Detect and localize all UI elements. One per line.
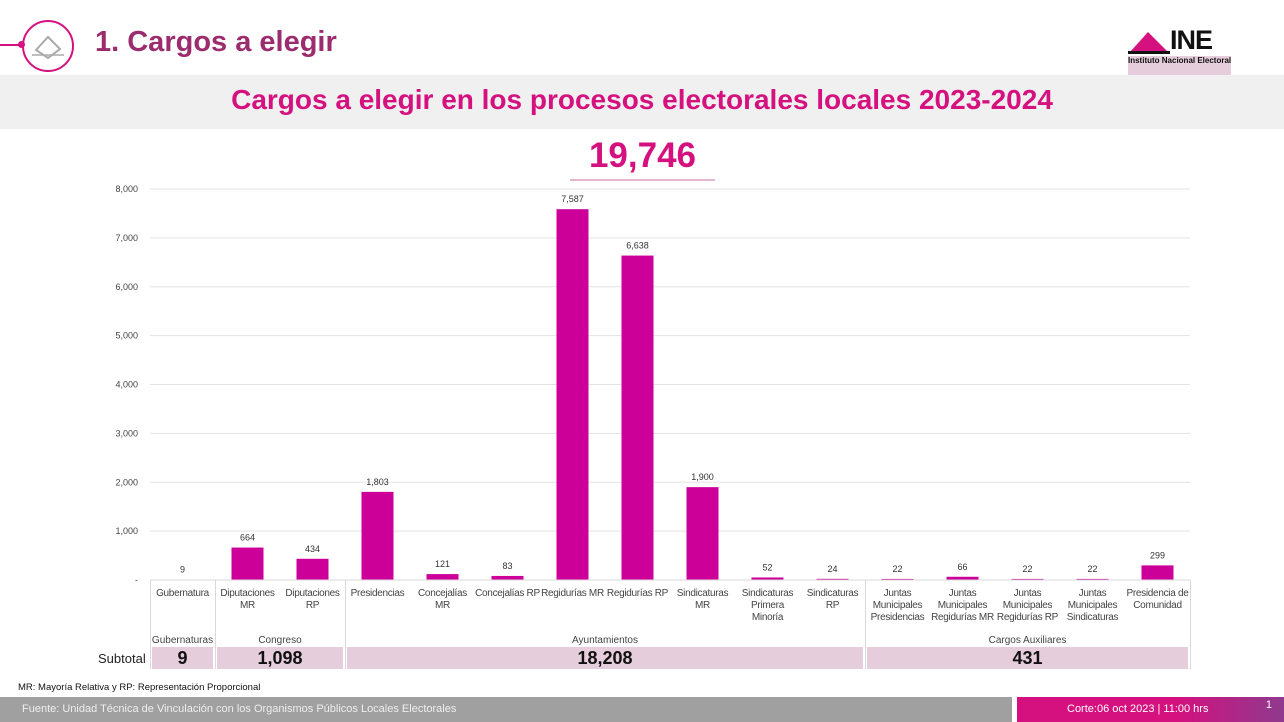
y-tick-label: 2,000 [115,477,138,487]
y-tick-label: - [135,575,138,585]
category-label: Presidencias [350,588,405,599]
category-label: Sindicaturas MR [676,588,729,611]
y-tick-label: 7,000 [115,233,138,243]
bar [361,491,394,580]
header-dot [18,41,25,48]
data-label: 22 [892,564,902,574]
data-label: 83 [502,561,512,571]
data-label: 299 [1150,550,1165,560]
data-label: 434 [305,544,320,554]
bar [816,578,849,580]
bar [686,487,719,580]
category-label: Concejalías RP [475,588,540,599]
bar [491,575,524,580]
y-tick-label: 1,000 [115,526,138,536]
group-subtotal: 431 [867,647,1188,669]
bar [946,576,979,580]
page-number: 1 [1265,699,1272,711]
abbreviation-note: MR: Mayoría Relativa y RP: Representació… [18,682,261,693]
table-border [1190,580,1191,669]
group-label: Ayuntamientos [572,635,638,646]
category-label: Juntas Municipales Regidurías RP [996,588,1059,623]
footer-source: Fuente: Unidad Técnica de Vinculación co… [0,697,1012,722]
data-label: 66 [957,562,967,572]
subtotal-label: Subtotal [98,651,146,666]
y-tick-label: 8,000 [115,184,138,194]
title-band [0,75,1284,129]
data-label: 24 [827,564,837,574]
table-border [150,580,151,669]
category-label: Diputaciones MR [220,588,275,611]
category-label: Diputaciones RP [285,588,340,611]
total-count: 19,746 [588,136,697,175]
group-divider [865,580,866,669]
bar [296,558,329,580]
category-label: Juntas Municipales Presidencias [870,588,925,623]
group-label: Congreso [258,635,302,646]
category-label: Juntas Municipales Regidurías MR [931,588,994,623]
category-label: Juntas Municipales Sindicaturas [1066,588,1119,623]
category-label: Regidurías RP [606,588,669,599]
footer-date-bar: Corte:06 oct 2023 | 11:00 hrs 1 [1017,697,1284,722]
y-tick-label: 4,000 [115,380,138,390]
logo-text: INE [1170,25,1213,55]
bar [231,547,264,580]
data-label: 1,900 [691,472,714,482]
bar [1011,578,1044,580]
footer-date: Corte:06 oct 2023 | 11:00 hrs [1067,703,1209,715]
bar [751,577,784,580]
y-tick-label: 3,000 [115,428,138,438]
bar [621,255,654,580]
category-label: Regidurías MR [541,588,604,599]
ine-logo: INE Instituto Nacional Electoral [1128,25,1248,78]
group-divider [215,580,216,669]
bar [1076,578,1109,580]
category-label: Sindicaturas Primera Minoría [741,588,794,623]
data-label: 6,638 [626,241,649,251]
group-subtotal: 1,098 [217,647,343,669]
section-title: 1. Cargos a elegir [95,26,337,58]
data-label: 9 [180,565,185,575]
total-underline [570,179,715,181]
data-label: 7,587 [561,194,584,204]
y-tick-label: 6,000 [115,282,138,292]
group-divider [345,580,346,669]
ballot-icon [32,35,64,60]
bar [1141,565,1174,580]
y-tick-label: 5,000 [115,331,138,341]
group-label: Cargos Auxiliares [988,635,1067,646]
group-subtotal: 18,208 [347,647,863,669]
data-label: 1,803 [366,477,389,487]
ine-logo-icon [1128,32,1170,54]
group-label: Gubernaturas [151,635,214,646]
category-label: Gubernatura [156,588,209,599]
header-line [0,44,22,46]
group-subtotal: 9 [152,647,213,669]
data-label: 52 [762,562,772,572]
bar [556,209,589,581]
bar [426,574,459,580]
data-label: 121 [435,559,450,569]
data-label: 22 [1022,564,1032,574]
category-label: Concejalías MR [418,588,467,611]
data-label: 664 [240,533,255,543]
logo-subtitle: Instituto Nacional Electoral [1128,56,1232,78]
category-label: Sindicaturas RP [806,588,859,611]
main-title: Cargos a elegir en los procesos electora… [231,84,1053,115]
category-label: Presidencia de Comunidad [1126,588,1189,611]
bar [881,578,914,580]
data-label: 22 [1087,564,1097,574]
